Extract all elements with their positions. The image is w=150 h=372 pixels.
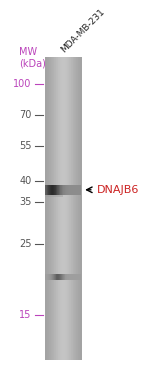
Bar: [80, 273, 81, 280]
Bar: [71, 185, 72, 195]
Bar: [56, 185, 57, 195]
Bar: [64, 273, 65, 280]
Bar: [51, 273, 52, 280]
Bar: [74, 273, 75, 280]
Bar: [61, 185, 62, 195]
Bar: [77, 273, 78, 280]
Bar: [53, 273, 54, 280]
Bar: [51, 185, 52, 195]
Bar: [46, 58, 79, 360]
Bar: [48, 273, 49, 280]
Bar: [66, 273, 67, 280]
Bar: [60, 185, 61, 195]
Bar: [52, 185, 53, 195]
Bar: [67, 185, 68, 195]
Bar: [52, 273, 53, 280]
Bar: [61, 273, 62, 280]
Text: 55: 55: [19, 141, 32, 151]
Bar: [79, 273, 80, 280]
Bar: [48, 185, 49, 195]
Bar: [74, 185, 75, 195]
Text: MDA-MB-231: MDA-MB-231: [59, 7, 106, 54]
Bar: [47, 185, 48, 195]
Bar: [50, 185, 51, 195]
Bar: [57, 185, 58, 195]
Bar: [71, 273, 72, 280]
Bar: [45, 58, 81, 360]
Bar: [57, 273, 58, 280]
Bar: [72, 185, 73, 195]
Bar: [62, 185, 63, 195]
Text: 100: 100: [13, 79, 32, 89]
Bar: [45, 195, 63, 198]
Bar: [76, 185, 77, 195]
Bar: [45, 185, 46, 195]
Bar: [50, 273, 51, 280]
Bar: [46, 185, 47, 195]
Bar: [67, 273, 68, 280]
Text: DNAJB6: DNAJB6: [97, 185, 139, 195]
Bar: [73, 273, 74, 280]
Text: 40: 40: [20, 176, 32, 186]
Bar: [63, 185, 64, 195]
Bar: [75, 273, 76, 280]
Bar: [63, 273, 64, 280]
Bar: [61, 185, 62, 195]
Bar: [66, 185, 67, 195]
Bar: [59, 273, 60, 280]
Bar: [65, 185, 66, 195]
Text: 25: 25: [19, 239, 32, 249]
Text: (kDa): (kDa): [19, 59, 46, 69]
Bar: [64, 185, 65, 195]
Text: 35: 35: [19, 197, 32, 207]
Bar: [69, 273, 70, 280]
Bar: [78, 273, 79, 280]
Bar: [59, 185, 60, 195]
Bar: [54, 185, 55, 195]
Bar: [75, 185, 76, 195]
Bar: [56, 273, 57, 280]
Bar: [55, 185, 56, 195]
Bar: [46, 273, 47, 280]
Bar: [65, 273, 66, 280]
Bar: [70, 185, 71, 195]
Bar: [49, 185, 50, 195]
Bar: [78, 185, 79, 195]
Bar: [68, 185, 69, 195]
Bar: [47, 273, 48, 280]
Bar: [70, 273, 71, 280]
Bar: [77, 185, 78, 195]
Bar: [80, 185, 81, 195]
Bar: [72, 273, 73, 280]
Bar: [54, 273, 55, 280]
Text: MW: MW: [19, 48, 37, 57]
Bar: [60, 273, 61, 280]
Bar: [55, 273, 56, 280]
Text: 70: 70: [19, 110, 32, 120]
Bar: [49, 273, 50, 280]
Bar: [76, 273, 77, 280]
Bar: [58, 185, 59, 195]
Bar: [62, 273, 63, 280]
Text: 15: 15: [19, 310, 32, 320]
Bar: [79, 185, 80, 195]
Bar: [58, 273, 59, 280]
Bar: [45, 273, 46, 280]
Bar: [53, 185, 54, 195]
Bar: [68, 273, 69, 280]
Bar: [69, 185, 70, 195]
